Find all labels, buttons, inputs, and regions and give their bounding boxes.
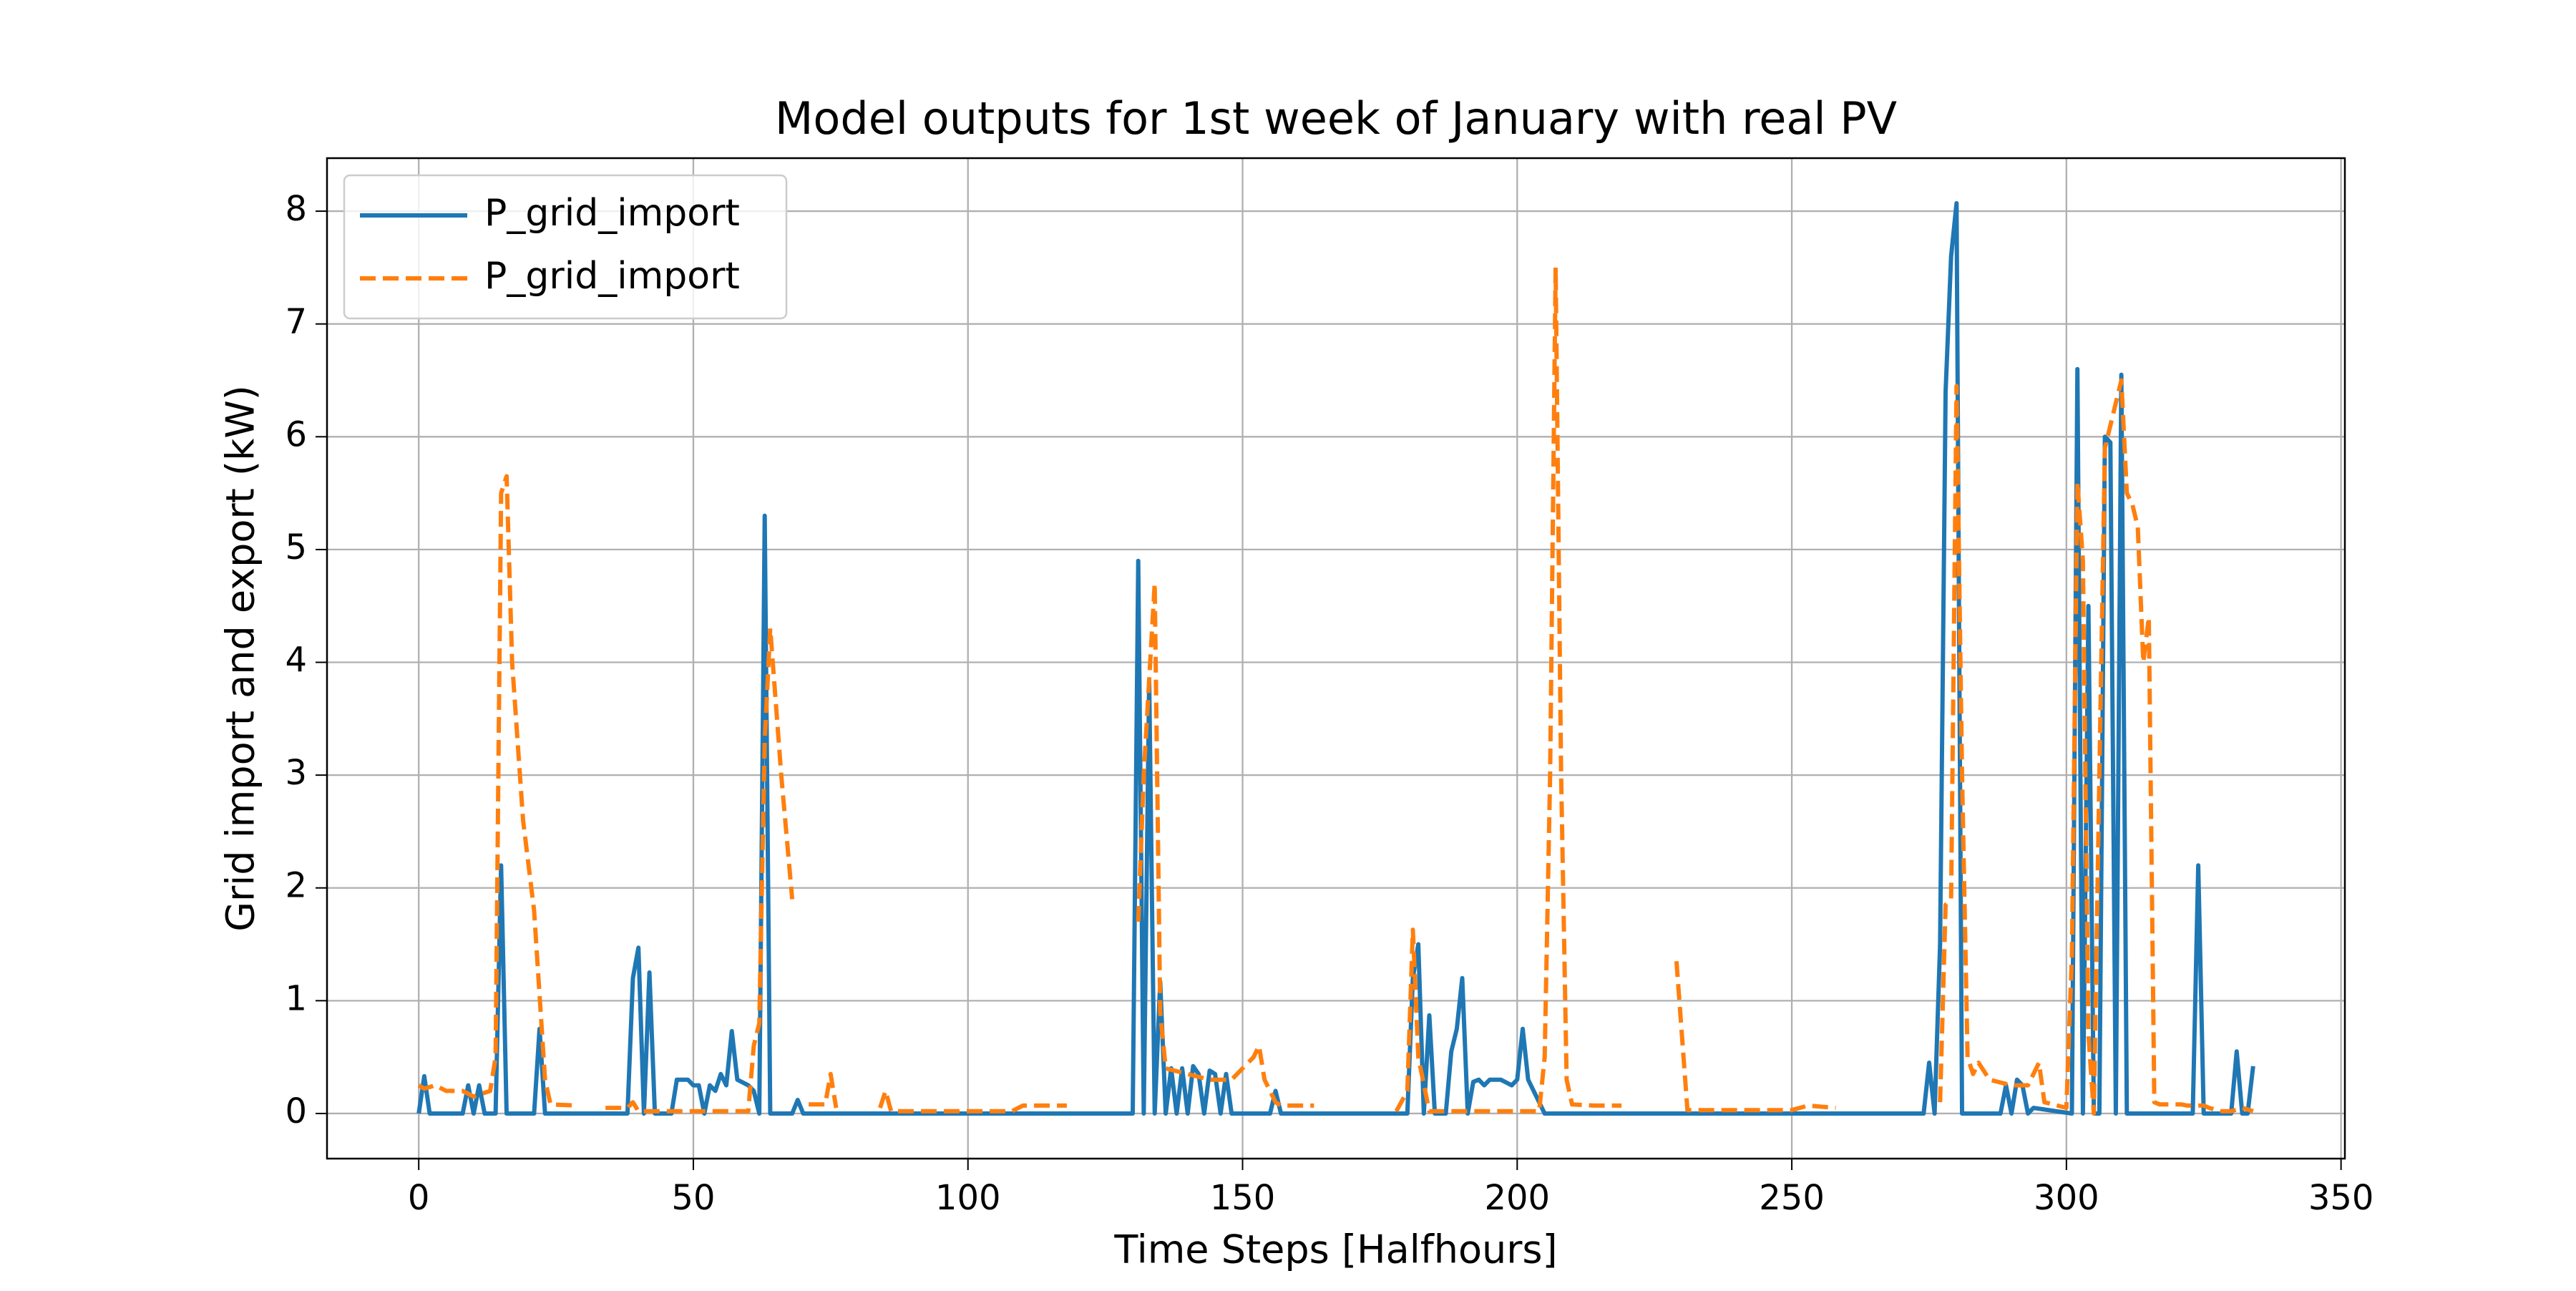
data-line xyxy=(416,201,2255,1116)
y-tick-label: 4 xyxy=(285,640,307,681)
y-tick-label: 0 xyxy=(285,1091,307,1131)
legend-label: P_grid_import xyxy=(484,192,740,235)
chart-title: Model outputs for 1st week of January wi… xyxy=(775,92,1897,145)
y-tick-label: 6 xyxy=(285,414,307,454)
x-tick-label: 250 xyxy=(1759,1178,1825,1218)
y-tick-label: 3 xyxy=(285,753,307,793)
x-tick-label: 50 xyxy=(671,1178,715,1218)
y-tick-label: 1 xyxy=(285,978,307,1018)
y-tick-label: 2 xyxy=(285,866,307,906)
y-tick-label: 5 xyxy=(285,527,307,567)
x-tick-label: 200 xyxy=(1484,1178,1550,1218)
x-tick-label: 300 xyxy=(2034,1178,2099,1218)
x-axis-label: Time Steps [Halfhours] xyxy=(1113,1227,1557,1272)
legend-label: P_grid_import xyxy=(484,255,740,298)
y-axis-label: Grid import and export (kW) xyxy=(218,385,263,932)
x-tick-label: 0 xyxy=(408,1178,430,1218)
x-tick-label: 350 xyxy=(2308,1178,2374,1218)
legend-box xyxy=(343,174,788,320)
y-tick-label: 7 xyxy=(285,302,307,342)
x-tick-label: 100 xyxy=(935,1178,1001,1218)
data-line xyxy=(417,265,2254,1116)
y-tick-label: 8 xyxy=(285,189,307,229)
plot-frame xyxy=(326,157,2346,1160)
x-tick-label: 150 xyxy=(1210,1178,1276,1218)
